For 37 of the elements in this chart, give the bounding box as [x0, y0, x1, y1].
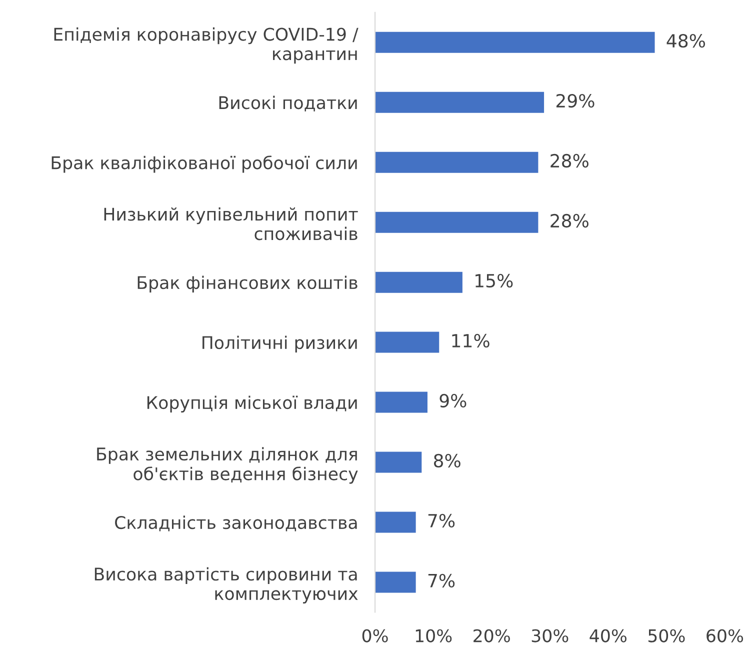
bar	[375, 572, 416, 593]
y-tick-label: Брак фінансових коштів	[138, 276, 358, 293]
data-label: 48%	[666, 34, 706, 48]
data-label: 11%	[452, 334, 490, 348]
data-label: 7%	[428, 514, 455, 528]
x-tick-label: 60%	[706, 629, 744, 642]
data-label: 28%	[550, 154, 588, 168]
x-tick-label: 20%	[474, 629, 510, 642]
bar	[375, 212, 538, 233]
x-tick-label: 10%	[416, 629, 452, 642]
y-tick-label: Брак земельних ділянок для об'єктів ведення бізнесу	[97, 447, 358, 484]
y-tick-label: Складність законодавства	[115, 516, 357, 532]
y-tick-label: Висока вартість сировини та комплектуючих	[94, 567, 358, 604]
data-label: 15%	[476, 274, 513, 288]
x-tick-label: 0%	[362, 629, 388, 642]
y-tick-label: Низький купівельний попит споживачів	[104, 207, 358, 240]
y-tick-label: Корупція міської влади	[147, 396, 357, 412]
y-tick-label: Політичні ризики	[202, 336, 357, 353]
x-tick-label: 40%	[590, 629, 626, 642]
y-tick-label: Високі податки	[219, 96, 357, 112]
bar	[375, 272, 462, 293]
bar	[375, 152, 538, 173]
bar	[375, 452, 422, 473]
bar	[375, 332, 440, 353]
bar	[375, 32, 655, 53]
bar	[375, 392, 428, 413]
data-label: 29%	[556, 94, 594, 108]
x-tick-label: 50%	[648, 629, 685, 642]
bar	[375, 92, 544, 113]
bar	[375, 512, 416, 533]
data-label: 28%	[550, 214, 588, 228]
y-tick-label: Епідемія коронавірусу COVID-19 / карантин	[54, 27, 358, 64]
data-label: 8%	[434, 454, 460, 468]
data-label: 9%	[440, 394, 466, 408]
data-label: 7%	[428, 574, 455, 588]
x-tick-label: 30%	[532, 629, 568, 642]
y-tick-label: Брак кваліфікованої робочої сили	[52, 156, 357, 173]
